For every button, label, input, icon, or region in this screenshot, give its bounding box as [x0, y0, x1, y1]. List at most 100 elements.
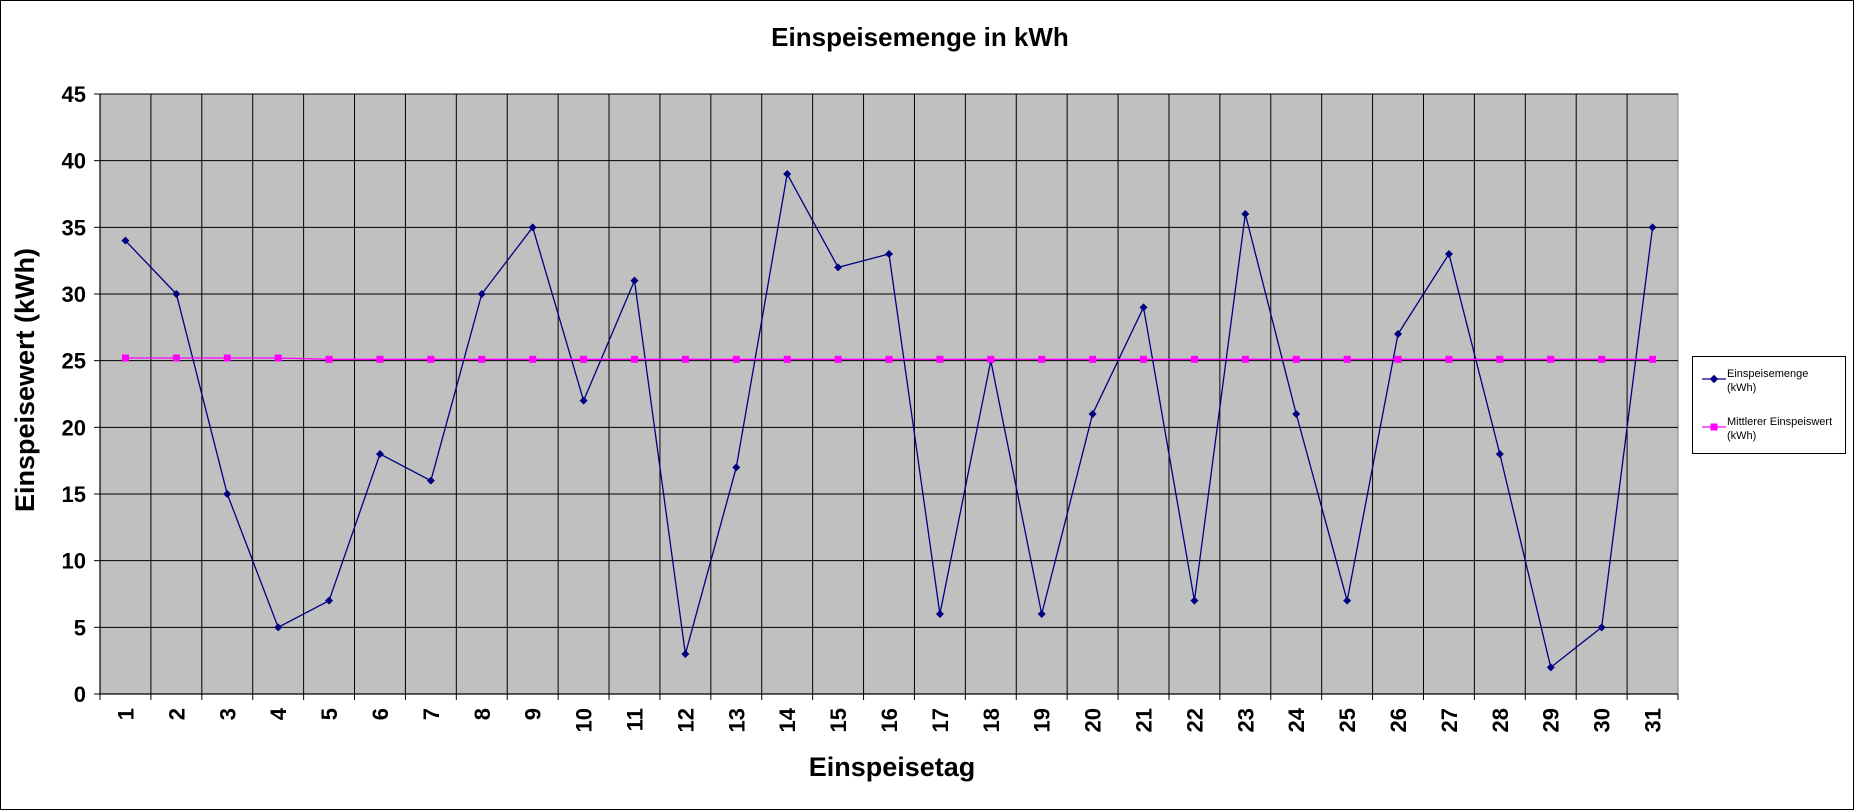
x-tick-label: 1	[113, 708, 138, 720]
x-tick-label: 27	[1437, 708, 1462, 732]
legend-swatch-mittlerer	[1702, 423, 1726, 431]
data-point	[376, 355, 384, 363]
data-point	[274, 354, 282, 362]
x-tick-label: 8	[470, 708, 495, 720]
data-point	[1598, 355, 1606, 363]
x-tick-label: 3	[215, 708, 240, 720]
data-point	[1343, 596, 1352, 605]
data-point	[529, 355, 537, 363]
data-point	[783, 355, 791, 363]
plot-background	[99, 93, 1679, 695]
data-point	[935, 610, 944, 618]
data-point	[834, 355, 842, 363]
data-point	[325, 355, 333, 363]
data-point	[477, 290, 486, 298]
x-tick-label: 24	[1284, 707, 1309, 732]
data-point	[1037, 610, 1046, 618]
x-tick-label: 9	[521, 708, 546, 720]
data-point	[121, 236, 130, 245]
legend-label-mittlerer-line1: Mittlerer Einspeiswert	[1727, 416, 1833, 428]
data-point	[375, 450, 384, 458]
data-point	[681, 650, 690, 658]
x-tick-label: 2	[164, 708, 189, 720]
x-tick-label: 10	[572, 708, 597, 732]
data-point	[274, 623, 283, 632]
x-tick-label: 23	[1233, 708, 1258, 732]
data-point	[1445, 355, 1453, 363]
data-point	[172, 290, 181, 298]
x-tick-label: 15	[826, 708, 851, 732]
x-tick-label: 19	[1030, 708, 1055, 732]
data-point	[885, 250, 893, 258]
data-point	[1190, 596, 1199, 605]
x-tick-label: 7	[419, 708, 444, 720]
data-point	[630, 355, 638, 363]
x-tick-label: 26	[1386, 708, 1411, 732]
data-point	[783, 170, 792, 178]
y-tick-label: 45	[62, 82, 86, 107]
series-mittlerer-einspeiswert	[121, 354, 1657, 363]
x-tick-label: 6	[368, 708, 393, 720]
x-tick-label: 5	[317, 708, 342, 720]
data-point	[1038, 355, 1046, 363]
data-point	[478, 355, 486, 363]
plot-area	[99, 93, 1679, 695]
data-point	[1648, 223, 1657, 232]
x-axis-title: Einspeisetag	[809, 752, 976, 782]
data-point	[223, 354, 231, 362]
data-point	[885, 355, 893, 363]
x-tick-label: 22	[1182, 708, 1207, 732]
data-point	[223, 490, 232, 498]
x-tick-label: 30	[1590, 708, 1615, 732]
legend-swatch-einspeisemenge	[1702, 374, 1726, 384]
x-tick-label: 21	[1132, 708, 1157, 732]
data-point	[121, 354, 129, 362]
x-tick-label: 12	[673, 708, 698, 732]
y-tick-label: 20	[62, 415, 86, 440]
data-point	[1292, 355, 1300, 363]
legend-label-mittlerer-line2: (kWh)	[1727, 430, 1757, 442]
y-tick-label: 40	[62, 149, 86, 174]
x-tick-label: 20	[1081, 708, 1106, 732]
y-tick-label: 25	[62, 349, 86, 374]
data-point	[1394, 330, 1403, 338]
series-lines	[121, 170, 1657, 672]
data-point	[1139, 303, 1148, 312]
data-point	[1190, 355, 1198, 363]
y-tick-label: 0	[74, 682, 86, 707]
data-point	[1088, 410, 1097, 418]
data-point	[426, 476, 435, 485]
y-tick-label: 5	[74, 615, 86, 640]
data-point	[427, 355, 435, 363]
data-point	[834, 263, 843, 272]
x-tick-label: 16	[877, 708, 902, 732]
data-point	[732, 355, 740, 363]
data-point	[1546, 663, 1555, 672]
y-axis-title: Einspeisewert (kWh)	[10, 248, 40, 512]
y-tick-label: 35	[62, 215, 86, 240]
y-tick-label: 30	[62, 282, 86, 307]
data-point	[1343, 355, 1351, 363]
x-tick-label: 29	[1539, 708, 1564, 732]
data-point	[580, 355, 588, 363]
data-point	[579, 396, 588, 405]
data-point	[325, 596, 334, 605]
data-point	[987, 355, 995, 363]
legend-label-einspeisemenge-line1: Einspeisemenge	[1727, 368, 1809, 380]
data-point	[1597, 623, 1606, 632]
gridlines	[100, 93, 1678, 694]
data-point	[732, 463, 741, 472]
legend: Einspeisemenge (kWh) Mittlerer Einspeisw…	[1692, 356, 1846, 454]
x-tick-label: 4	[266, 707, 291, 720]
data-point	[1649, 355, 1657, 363]
data-point	[1444, 250, 1453, 258]
legend-label-einspeisemenge-line2: (kWh)	[1727, 382, 1757, 394]
data-point	[1089, 355, 1097, 363]
data-point	[1496, 355, 1504, 363]
data-point	[1241, 355, 1249, 363]
x-tick-label: 28	[1488, 708, 1513, 732]
data-point	[1241, 210, 1250, 218]
data-point	[1292, 410, 1301, 418]
